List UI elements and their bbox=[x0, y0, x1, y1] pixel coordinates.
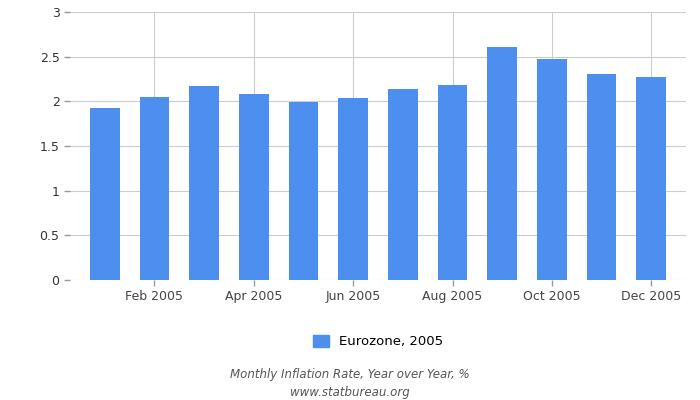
Bar bbox=[487, 47, 517, 280]
Bar bbox=[288, 102, 318, 280]
Bar bbox=[139, 97, 169, 280]
Bar bbox=[587, 74, 617, 280]
Bar bbox=[239, 94, 269, 280]
Text: Monthly Inflation Rate, Year over Year, %: Monthly Inflation Rate, Year over Year, … bbox=[230, 368, 470, 381]
Bar bbox=[438, 85, 468, 280]
Bar bbox=[388, 89, 418, 280]
Legend: Eurozone, 2005: Eurozone, 2005 bbox=[313, 335, 443, 348]
Bar bbox=[189, 86, 219, 280]
Bar bbox=[537, 59, 567, 280]
Bar bbox=[338, 98, 368, 280]
Bar bbox=[636, 77, 666, 280]
Text: www.statbureau.org: www.statbureau.org bbox=[290, 386, 410, 399]
Bar bbox=[90, 108, 120, 280]
